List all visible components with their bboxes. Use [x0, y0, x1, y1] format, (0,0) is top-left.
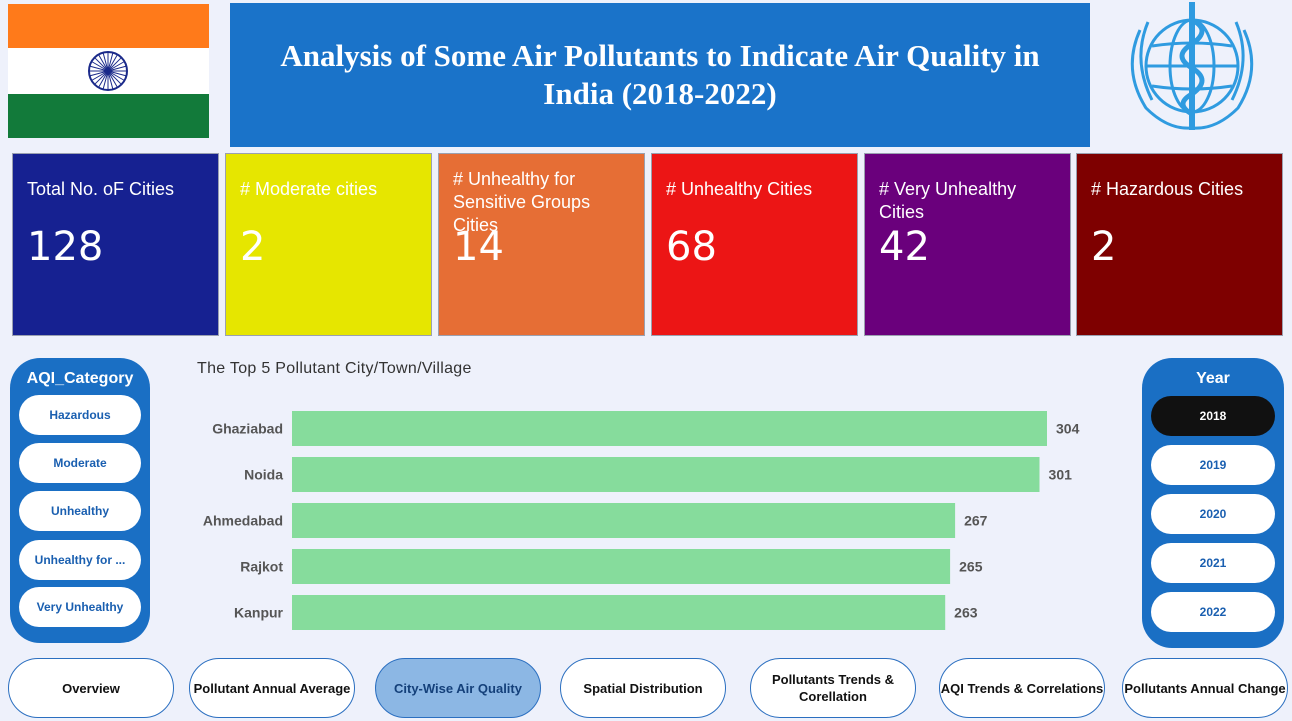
year-slicer-title: Year — [1196, 370, 1230, 387]
aqi-option-very-unhealthy[interactable]: Very Unhealthy — [19, 587, 141, 627]
year-slicer: Year 2018 2019 2020 2021 2022 — [1142, 358, 1284, 648]
kpi-card-total-cities: Total No. oF Cities 128 — [12, 153, 219, 336]
kpi-label: Total No. oF Cities — [27, 179, 175, 199]
bar-noida[interactable] — [292, 457, 1040, 492]
kpi-value: 68 — [666, 224, 717, 270]
year-option-2019[interactable]: 2019 — [1151, 445, 1275, 485]
data-label: 301 — [1049, 467, 1073, 483]
data-label: 265 — [959, 559, 983, 575]
category-label: Noida — [244, 467, 283, 483]
category-label: Rajkot — [240, 559, 283, 575]
aqi-category-slicer: AQI_Category Hazardous Moderate Unhealth… — [10, 358, 150, 643]
aqi-option-unhealthy-sensitive[interactable]: Unhealthy for ... — [19, 540, 141, 580]
bar-ahmedabad[interactable] — [292, 503, 956, 538]
category-label: Kanpur — [234, 605, 284, 621]
kpi-card-unhealthy: # Unhealthy Cities 68 — [651, 153, 858, 336]
bar-ghaziabad[interactable] — [292, 411, 1047, 446]
kpi-value: 42 — [879, 224, 930, 270]
kpi-value: 2 — [240, 224, 266, 270]
data-label: 263 — [954, 605, 978, 621]
nav-overview-button[interactable]: Overview — [8, 658, 174, 718]
chart-title: The Top 5 Pollutant City/Town/Village — [197, 360, 472, 377]
bar-rajkot[interactable] — [292, 549, 951, 584]
nav-aqi-trends-button[interactable]: AQI Trends & Correlations — [939, 658, 1105, 718]
nav-pollutant-annual-average-button[interactable]: Pollutant Annual Average — [189, 658, 355, 718]
aqi-option-moderate[interactable]: Moderate — [19, 443, 141, 483]
nav-spatial-distribution-button[interactable]: Spatial Distribution — [560, 658, 726, 718]
kpi-label: # Moderate cities — [240, 179, 378, 199]
year-option-2021[interactable]: 2021 — [1151, 543, 1275, 583]
kpi-card-unhealthy-sensitive: # Unhealthy for Sensitive Groups Cities … — [438, 153, 645, 336]
kpi-card-moderate: # Moderate cities 2 — [225, 153, 432, 336]
kpi-label: # Very Unhealthy Cities — [879, 179, 1017, 222]
data-label: 304 — [1056, 421, 1080, 437]
aqi-option-unhealthy[interactable]: Unhealthy — [19, 491, 141, 531]
year-option-2018[interactable]: 2018 — [1151, 396, 1275, 436]
page-title: Analysis of Some Air Pollutants to Indic… — [280, 38, 1040, 111]
aqi-slicer-title: AQI_Category — [26, 370, 134, 387]
title-banner: Analysis of Some Air Pollutants to Indic… — [230, 3, 1090, 147]
india-flag-icon — [8, 4, 209, 138]
kpi-value: 2 — [1091, 224, 1117, 270]
who-emblem-icon — [1130, 2, 1254, 130]
aqi-option-hazardous[interactable]: Hazardous — [19, 395, 141, 435]
bar-kanpur[interactable] — [292, 595, 946, 630]
year-option-2020[interactable]: 2020 — [1151, 494, 1275, 534]
category-label: Ahmedabad — [203, 513, 283, 529]
year-option-2022[interactable]: 2022 — [1151, 592, 1275, 632]
kpi-value: 128 — [27, 224, 104, 270]
kpi-card-hazardous: # Hazardous Cities 2 — [1076, 153, 1283, 336]
top5-pollutant-bar-chart: Ghaziabad 304 Noida 301 Ahmedabad 267 Rajkot 26… — [203, 411, 1080, 630]
nav-pollutants-trends-button[interactable]: Pollutants Trends & Corellation — [750, 658, 916, 718]
kpi-value: 14 — [453, 224, 504, 270]
nav-city-wise-air-quality-button[interactable]: City-Wise Air Quality — [375, 658, 541, 718]
kpi-label: # Unhealthy for Sensitive Groups Cities — [453, 169, 591, 235]
kpi-label: # Hazardous Cities — [1091, 179, 1244, 199]
category-label: Ghaziabad — [212, 421, 283, 437]
nav-pollutants-annual-change-button[interactable]: Pollutants Annual Change — [1122, 658, 1288, 718]
kpi-label: # Unhealthy Cities — [666, 179, 813, 199]
data-label: 267 — [964, 513, 988, 529]
kpi-card-very-unhealthy: # Very Unhealthy Cities 42 — [864, 153, 1071, 336]
